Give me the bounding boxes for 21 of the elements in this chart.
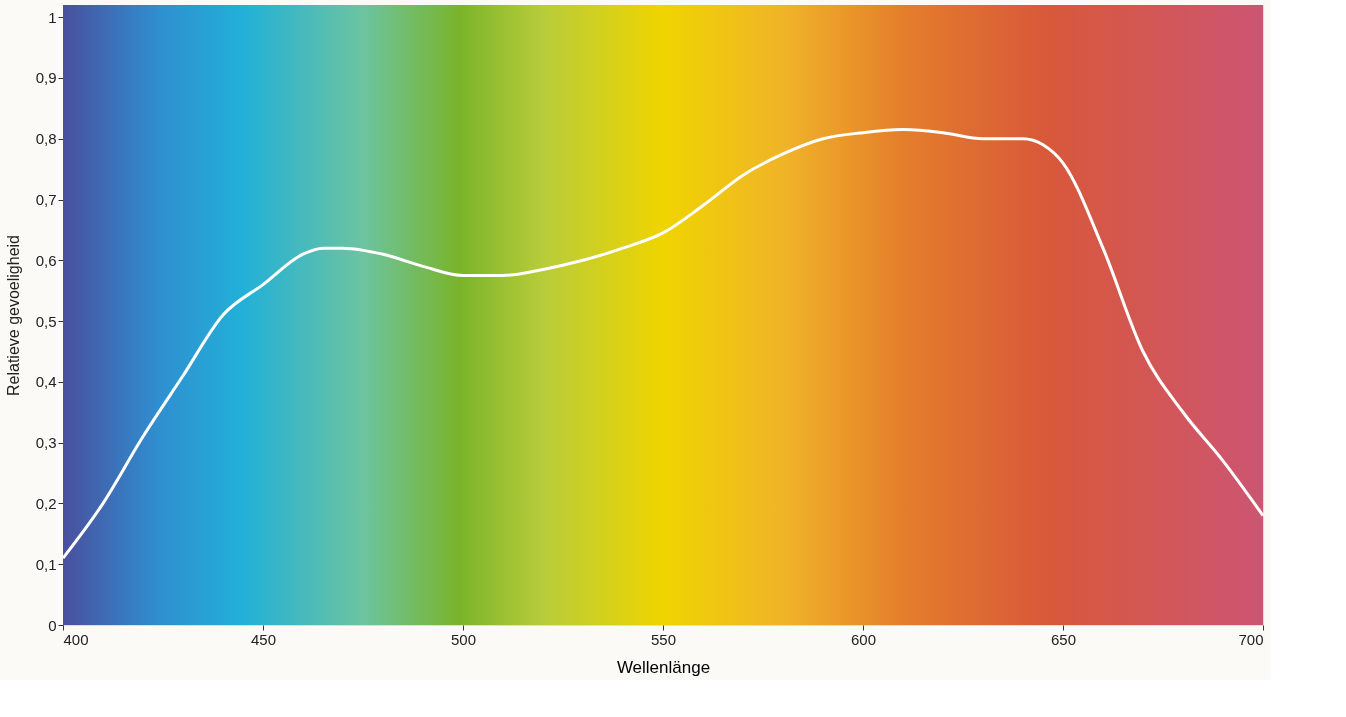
y-tick-label: 0,2 <box>35 494 57 512</box>
y-tick-label: 0 <box>48 616 57 634</box>
x-tick-label: 500 <box>450 630 477 648</box>
y-axis-title: Relatieve gevoeligheid <box>4 235 22 396</box>
y-tick-label: 0,8 <box>35 130 57 148</box>
x-tick-label: 600 <box>850 630 877 648</box>
x-tick-label: 700 <box>1238 630 1264 648</box>
y-tick-label: 0,6 <box>35 251 57 269</box>
x-axis-title: Wellenlänge <box>616 657 711 677</box>
y-tick-label: 0,4 <box>35 373 57 391</box>
y-tick-label: 0,3 <box>35 434 57 452</box>
y-tick-label: 0,7 <box>35 191 57 209</box>
line-series <box>61 128 1265 560</box>
y-tick-label: 0,5 <box>35 312 57 330</box>
x-tick-label: 550 <box>650 630 677 648</box>
y-tick-label: 0,9 <box>35 69 57 87</box>
x-tick-label: 400 <box>63 630 89 648</box>
x-tick-label: 650 <box>1050 630 1077 648</box>
y-tick-label: 1 <box>48 8 57 26</box>
x-tick-label: 450 <box>250 630 277 648</box>
y-tick-label: 0,1 <box>35 555 57 573</box>
